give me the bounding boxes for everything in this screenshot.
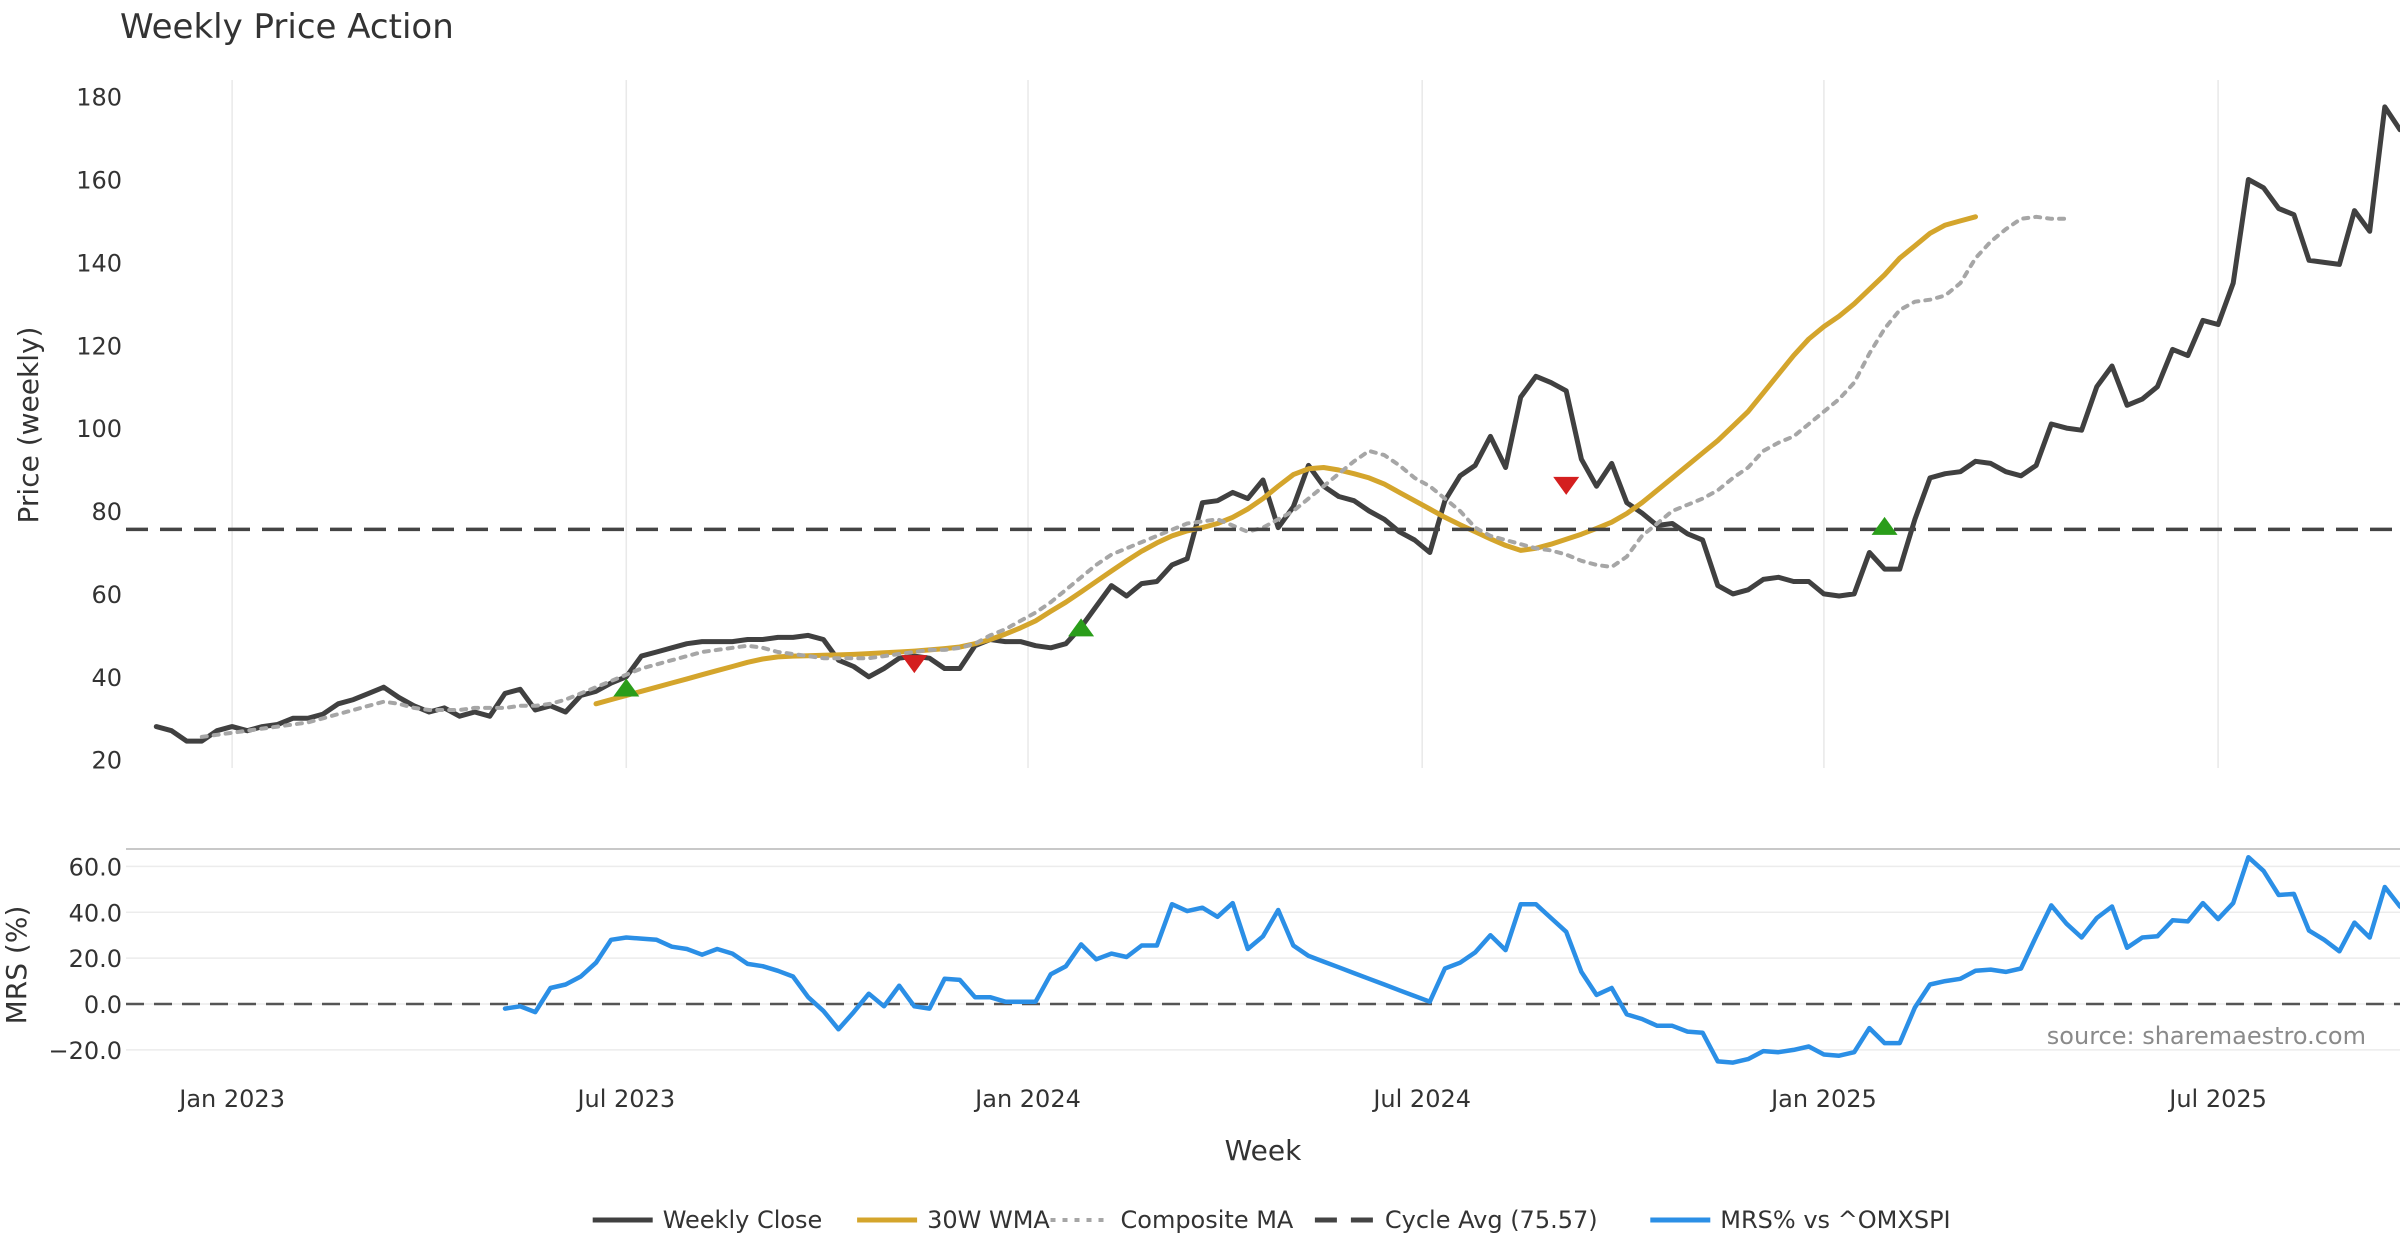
series-line-weekly-close (153, 104, 2400, 744)
series-line-composite-ma (199, 214, 2069, 739)
mrs-grid (126, 848, 2400, 1051)
buy-signal-marker (1068, 618, 1095, 637)
legend-item-30w-wma: 30W WMA (857, 1206, 1050, 1234)
price-y-axis: 20 40 60 80 100 120 140 160 180 (76, 84, 122, 775)
price-y-axis-label: Price (weekly) (12, 327, 45, 524)
price-y-tick-label: 20 (91, 747, 122, 775)
mrs-y-axis: 60.0 40.0 20.0 0.0 −20.0 (48, 853, 122, 1065)
mrs-y-tick-label: 20.0 (69, 945, 122, 973)
price-grid (231, 80, 2219, 768)
price-series-group (126, 104, 2400, 744)
price-y-tick-label: 160 (76, 166, 122, 194)
signal-markers (613, 476, 1898, 697)
legend-item-weekly-close: Weekly Close (592, 1206, 823, 1234)
source-note: source: sharemaestro.com (2047, 1022, 2366, 1050)
x-axis-label: Week (1225, 1134, 1302, 1167)
legend-label: MRS% vs ^OMXSPI (1720, 1206, 1950, 1234)
legend-item-cycle-avg-75-57: Cycle Avg (75.57) (1314, 1206, 1598, 1234)
mrs-y-tick-label: 40.0 (69, 899, 122, 927)
sell-signal-marker (901, 655, 928, 674)
mrs-y-tick-label: 60.0 (69, 853, 122, 881)
series-line-30w-wma (593, 214, 1978, 707)
legend-label: Weekly Close (663, 1206, 823, 1234)
mrs-y-tick-label: 0.0 (84, 991, 122, 1019)
price-y-tick-label: 140 (76, 249, 122, 277)
x-tick-label: Jul 2023 (575, 1085, 675, 1113)
mrs-series-group (126, 854, 2400, 1065)
legend-item-composite-ma: Composite MA (1050, 1206, 1294, 1234)
price-y-tick-label: 40 (91, 664, 122, 692)
x-axis: Jan 2023 Jul 2023 Jan 2024 Jul 2024 Jan 2025… (177, 1085, 2267, 1113)
legend-item-mrs-vs-omxspi: MRS% vs ^OMXSPI (1650, 1206, 1951, 1234)
price-y-tick-label: 100 (76, 415, 122, 443)
buy-signal-marker (1871, 516, 1898, 535)
x-tick-label: Jul 2024 (1371, 1085, 1471, 1113)
x-tick-label: Jul 2025 (2167, 1085, 2267, 1113)
price-y-tick-label: 60 (91, 581, 122, 609)
legend: Weekly Close 30W WMA Composite MA Cycle Avg… (592, 1206, 1951, 1234)
sell-signal-marker (1553, 476, 1580, 495)
legend-label: Composite MA (1121, 1206, 1294, 1234)
chart-title: Weekly Price Action (120, 7, 454, 47)
price-y-tick-label: 80 (91, 498, 122, 526)
x-tick-label: Jan 2025 (1769, 1085, 1877, 1113)
x-tick-label: Jan 2023 (177, 1085, 285, 1113)
x-tick-label: Jan 2024 (973, 1085, 1081, 1113)
mrs-y-axis-label: MRS (%) (0, 906, 33, 1025)
series-line-mrs-vs-omxspi (502, 854, 2400, 1065)
buy-signal-marker (613, 678, 640, 697)
mrs-y-tick-label: −20.0 (48, 1037, 122, 1065)
price-y-tick-label: 120 (76, 332, 122, 360)
legend-label: 30W WMA (927, 1206, 1050, 1234)
price-y-tick-label: 180 (76, 84, 122, 112)
legend-label: Cycle Avg (75.57) (1385, 1206, 1598, 1234)
